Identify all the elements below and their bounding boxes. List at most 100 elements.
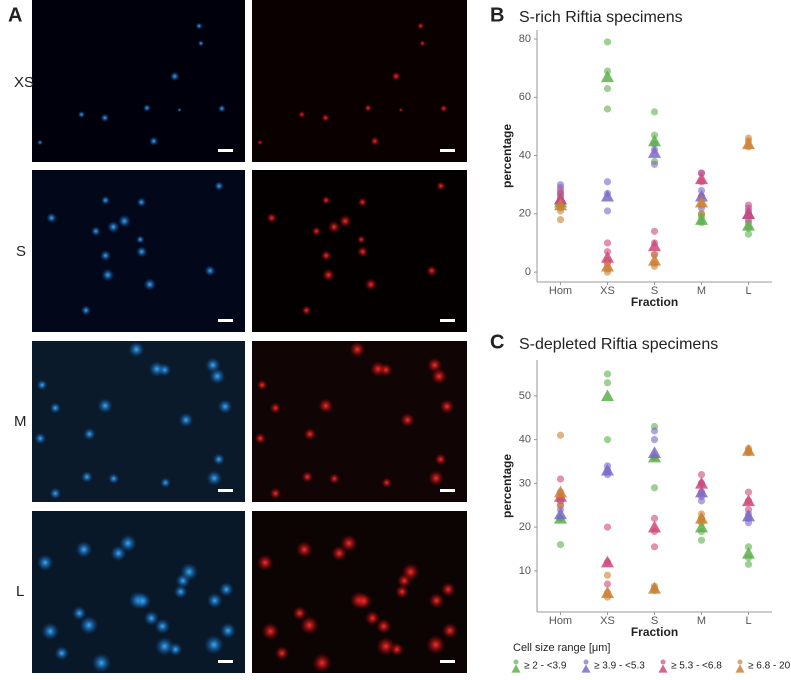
row-label: L <box>16 583 24 600</box>
cell <box>219 622 237 639</box>
data-point <box>603 523 612 531</box>
cell <box>77 110 86 119</box>
mean-marker <box>695 195 708 208</box>
cell <box>100 195 110 205</box>
cell <box>75 541 93 558</box>
panel-label: C <box>490 331 504 353</box>
scale-bar <box>218 149 233 152</box>
legend-icon <box>737 659 743 665</box>
data-point <box>744 230 753 238</box>
mean-marker <box>742 509 755 522</box>
cell <box>417 22 425 30</box>
data-point <box>603 436 612 444</box>
cell <box>91 653 112 673</box>
row-label: M <box>14 413 27 430</box>
cell <box>357 246 369 258</box>
cell <box>370 361 386 377</box>
cell <box>177 107 182 113</box>
cell <box>431 368 448 385</box>
x-tick-label: S <box>651 615 658 627</box>
cell <box>80 305 91 316</box>
cell <box>46 212 57 224</box>
cell <box>90 226 101 237</box>
cell <box>274 645 290 661</box>
cell <box>119 534 137 553</box>
data-point <box>650 436 659 444</box>
cell <box>83 427 96 441</box>
micrograph <box>252 0 467 162</box>
cell <box>218 582 234 597</box>
legend-icon <box>660 659 666 665</box>
data-point <box>603 38 612 46</box>
cell <box>311 226 322 237</box>
legend-label: ≥ 5.3 - <6.8 <box>671 661 722 672</box>
mean-marker <box>601 259 614 272</box>
cell <box>320 250 332 262</box>
cell <box>328 473 340 485</box>
data-point <box>556 181 565 189</box>
cell <box>169 71 180 82</box>
cell <box>400 412 415 428</box>
scale-bar <box>218 489 233 492</box>
mean-marker <box>648 253 661 266</box>
cell <box>134 592 152 610</box>
cell <box>440 582 456 597</box>
scale-bar <box>218 660 233 663</box>
mean-marker <box>601 189 614 202</box>
cell <box>355 592 373 610</box>
data-point <box>603 379 612 387</box>
cell <box>364 104 372 112</box>
cell <box>375 618 392 635</box>
mean-marker <box>648 446 661 458</box>
cell <box>381 477 393 488</box>
x-tick-label: XS <box>600 285 615 297</box>
cell <box>49 402 61 414</box>
cell <box>257 139 263 146</box>
cell <box>217 399 233 414</box>
scale-bar <box>440 149 455 152</box>
mean-marker <box>742 494 755 507</box>
cell <box>266 212 277 224</box>
chart-title: S-rich Riftia specimens <box>519 9 683 26</box>
cell <box>101 268 115 282</box>
cell <box>256 554 274 572</box>
y-axis-label: percentage <box>500 124 514 188</box>
data-point <box>697 536 706 544</box>
x-axis-label: Fraction <box>631 625 678 639</box>
cell <box>209 368 226 385</box>
mean-marker <box>695 520 708 533</box>
data-point <box>697 497 706 505</box>
cell <box>298 110 306 119</box>
data-point <box>603 239 612 247</box>
y-tick-label: 60 <box>519 91 531 103</box>
cell <box>100 250 111 262</box>
cell <box>204 265 216 277</box>
cell <box>434 453 447 466</box>
cell <box>254 432 267 445</box>
data-point <box>603 105 612 113</box>
cell <box>217 104 226 113</box>
cell <box>301 470 314 483</box>
data-point <box>650 227 659 235</box>
y-tick-label: 0 <box>525 266 531 278</box>
y-tick-label: 80 <box>519 33 531 45</box>
cell <box>295 541 313 558</box>
cell <box>426 265 438 277</box>
cell <box>148 361 165 377</box>
legend-icon <box>581 664 591 673</box>
cell <box>398 107 404 113</box>
cell <box>303 427 317 441</box>
cell <box>54 645 69 661</box>
cell <box>136 246 148 258</box>
x-tick-label: L <box>745 285 751 297</box>
cell <box>173 584 188 599</box>
data-point <box>744 201 753 209</box>
cell <box>340 534 358 553</box>
x-tick-label: M <box>697 615 706 627</box>
cell <box>439 399 455 414</box>
cell <box>395 584 409 599</box>
legend-icon <box>511 664 521 673</box>
cell <box>391 71 401 82</box>
cell <box>155 636 175 656</box>
cell <box>41 622 60 641</box>
